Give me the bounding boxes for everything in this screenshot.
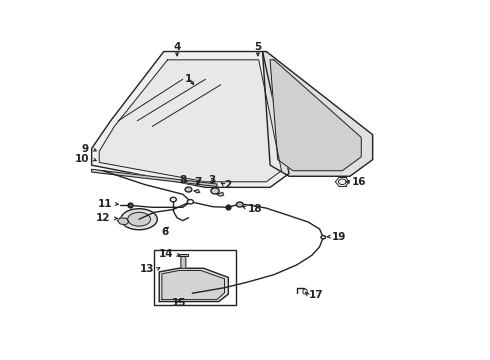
Text: 18: 18	[247, 204, 262, 214]
Circle shape	[187, 199, 194, 204]
Polygon shape	[178, 254, 189, 256]
Text: 16: 16	[352, 177, 366, 187]
Polygon shape	[270, 60, 361, 171]
Text: 13: 13	[140, 264, 154, 274]
Polygon shape	[194, 190, 200, 193]
Text: 17: 17	[309, 290, 323, 300]
Ellipse shape	[121, 209, 157, 230]
Polygon shape	[263, 51, 372, 176]
Circle shape	[170, 197, 176, 202]
Polygon shape	[92, 169, 217, 186]
Polygon shape	[118, 218, 129, 225]
Text: 5: 5	[254, 42, 262, 52]
Text: 15: 15	[172, 298, 186, 308]
Text: 10: 10	[74, 154, 89, 164]
Circle shape	[129, 204, 133, 207]
Circle shape	[211, 188, 219, 194]
Text: 7: 7	[194, 177, 202, 187]
Ellipse shape	[128, 212, 150, 226]
Circle shape	[339, 179, 346, 185]
Text: 4: 4	[173, 42, 181, 52]
Text: 14: 14	[159, 249, 173, 259]
Polygon shape	[99, 60, 281, 182]
Text: 8: 8	[179, 175, 186, 185]
FancyBboxPatch shape	[154, 250, 236, 305]
Text: 11: 11	[98, 199, 113, 209]
Circle shape	[185, 187, 192, 192]
Polygon shape	[92, 51, 289, 187]
Text: 6: 6	[161, 227, 168, 237]
Text: 1: 1	[185, 74, 192, 84]
Text: 19: 19	[332, 232, 346, 242]
Text: 3: 3	[209, 175, 216, 185]
Circle shape	[321, 235, 325, 239]
Polygon shape	[181, 255, 186, 268]
Text: 9: 9	[82, 144, 89, 154]
Text: 12: 12	[96, 213, 111, 224]
Polygon shape	[217, 192, 224, 196]
Polygon shape	[159, 268, 228, 302]
Text: 2: 2	[224, 180, 231, 190]
Circle shape	[236, 202, 243, 207]
Ellipse shape	[303, 289, 307, 294]
Polygon shape	[162, 270, 224, 300]
